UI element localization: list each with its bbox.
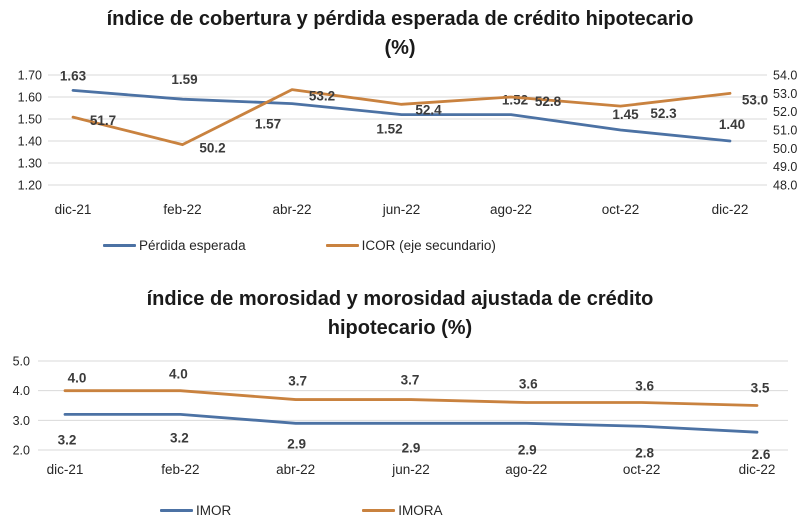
svg-text:1.60: 1.60 xyxy=(18,91,42,105)
legend-item-imora: IMORA xyxy=(362,503,443,518)
svg-text:ago-22: ago-22 xyxy=(490,202,532,217)
svg-text:1.59: 1.59 xyxy=(171,72,197,87)
chart-cobertura-legend: Pérdida esperada ICOR (eje secundario) xyxy=(0,238,800,253)
chart-title-line2: hipotecario (%) xyxy=(327,317,473,339)
svg-text:1.40: 1.40 xyxy=(719,117,745,132)
svg-text:feb-22: feb-22 xyxy=(161,462,199,477)
chart-title-line1: índice de cobertura y pérdida esperada d… xyxy=(106,8,694,30)
svg-text:4.0: 4.0 xyxy=(13,384,30,398)
svg-text:1.57: 1.57 xyxy=(255,117,281,132)
svg-text:3.6: 3.6 xyxy=(519,377,538,392)
blue-line-swatch xyxy=(103,244,136,247)
legend-label-perdida-esperada: Pérdida esperada xyxy=(139,238,246,253)
svg-text:oct-22: oct-22 xyxy=(602,202,640,217)
legend-label-imora: IMORA xyxy=(398,503,443,518)
svg-text:3.0: 3.0 xyxy=(13,414,30,428)
svg-text:52.8: 52.8 xyxy=(535,94,562,109)
svg-text:54.0: 54.0 xyxy=(773,69,797,83)
svg-text:oct-22: oct-22 xyxy=(623,462,661,477)
svg-text:51.0: 51.0 xyxy=(773,124,797,138)
legend-item-perdida-esperada: Pérdida esperada xyxy=(103,238,246,253)
svg-text:1.52: 1.52 xyxy=(376,122,402,137)
svg-text:dic-21: dic-21 xyxy=(47,462,84,477)
orange-line-swatch xyxy=(325,244,359,247)
svg-text:51.7: 51.7 xyxy=(90,113,116,128)
svg-text:3.6: 3.6 xyxy=(635,379,654,394)
svg-text:1.63: 1.63 xyxy=(60,68,87,83)
svg-text:3.7: 3.7 xyxy=(401,373,420,388)
chart-morosidad-legend: IMOR IMORA xyxy=(0,503,800,518)
svg-text:1.70: 1.70 xyxy=(18,69,42,83)
svg-text:abr-22: abr-22 xyxy=(276,462,315,477)
svg-text:2.9: 2.9 xyxy=(518,442,537,457)
svg-text:3.5: 3.5 xyxy=(751,381,770,396)
svg-text:ago-22: ago-22 xyxy=(505,462,547,477)
svg-text:dic-21: dic-21 xyxy=(55,202,92,217)
svg-text:1.45: 1.45 xyxy=(612,107,639,122)
cobertura-line-plot: 1.70 1.60 1.50 1.40 1.30 1.20 54.0 53.0 52.0 51.0… xyxy=(18,68,798,217)
svg-text:jun-22: jun-22 xyxy=(391,462,430,477)
svg-text:abr-22: abr-22 xyxy=(272,202,311,217)
svg-text:2.8: 2.8 xyxy=(635,445,654,460)
svg-text:1.52: 1.52 xyxy=(502,93,528,108)
legend-label-icor: ICOR (eje secundario) xyxy=(361,238,496,253)
chart-title-line1: índice de morosidad y morosidad ajustada… xyxy=(146,288,654,310)
svg-text:dic-22: dic-22 xyxy=(739,462,776,477)
svg-text:50.2: 50.2 xyxy=(199,141,225,156)
svg-text:1.30: 1.30 xyxy=(18,157,42,171)
svg-text:52.0: 52.0 xyxy=(773,105,797,119)
svg-text:2.9: 2.9 xyxy=(287,436,306,451)
svg-text:2.0: 2.0 xyxy=(13,444,30,458)
svg-text:52.3: 52.3 xyxy=(650,106,677,121)
svg-text:53.2: 53.2 xyxy=(309,89,335,104)
chart-title-line2: (%) xyxy=(384,37,416,59)
svg-text:dic-22: dic-22 xyxy=(712,202,749,217)
blue-line-swatch xyxy=(160,509,193,512)
orange-line-swatch xyxy=(362,509,396,512)
chart-cobertura-title: índice de cobertura y pérdida esperada d… xyxy=(0,5,800,63)
svg-text:49.0: 49.0 xyxy=(773,160,797,174)
svg-text:4.0: 4.0 xyxy=(169,367,188,382)
morosidad-line-plot: 5.0 4.0 3.0 2.0 dic-21 feb-22 abr-22 jun-22 ago-… xyxy=(13,355,788,477)
chart-morosidad-title: índice de morosidad y morosidad ajustada… xyxy=(0,285,800,343)
svg-text:1.20: 1.20 xyxy=(18,179,42,193)
svg-text:52.4: 52.4 xyxy=(415,102,442,117)
svg-text:2.9: 2.9 xyxy=(402,440,421,455)
legend-item-imor: IMOR xyxy=(160,503,231,518)
svg-text:3.7: 3.7 xyxy=(288,374,307,389)
svg-text:jun-22: jun-22 xyxy=(382,202,421,217)
legend-item-icor: ICOR (eje secundario) xyxy=(325,238,496,253)
svg-text:53.0: 53.0 xyxy=(773,87,797,101)
svg-text:48.0: 48.0 xyxy=(773,179,797,193)
svg-text:2.6: 2.6 xyxy=(752,447,771,462)
svg-text:3.2: 3.2 xyxy=(170,430,189,445)
svg-text:1.50: 1.50 xyxy=(18,113,42,127)
svg-text:53.0: 53.0 xyxy=(742,92,768,107)
svg-text:3.2: 3.2 xyxy=(58,432,77,447)
svg-text:1.40: 1.40 xyxy=(18,135,42,149)
svg-text:feb-22: feb-22 xyxy=(163,202,201,217)
legend-label-imor: IMOR xyxy=(196,503,232,518)
svg-text:4.0: 4.0 xyxy=(68,371,87,386)
svg-text:50.0: 50.0 xyxy=(773,142,797,156)
svg-text:5.0: 5.0 xyxy=(13,355,30,369)
